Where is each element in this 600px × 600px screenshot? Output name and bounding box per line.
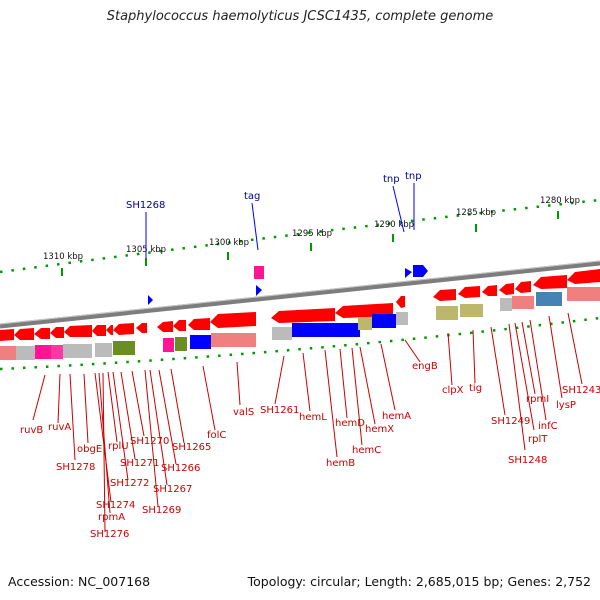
forward-labels: SH1268 tag tnp tnp: [126, 171, 422, 211]
gene-label: SH1265: [172, 442, 211, 453]
forward-genes: [148, 265, 428, 305]
gene-arrow: [210, 312, 256, 328]
gene-arrow: [0, 329, 14, 341]
gene-arrow: [515, 281, 531, 293]
gene-arrow: [34, 328, 50, 339]
gene-label: hemB: [326, 458, 355, 469]
gene-label: tig: [469, 383, 482, 394]
gene-label: SH1278: [56, 462, 95, 473]
gene-arrow: [567, 269, 600, 284]
gene-label: rpmA: [98, 512, 125, 523]
forward-label-leaders: [145, 183, 415, 258]
genome-summary-text: Topology: circular; Length: 2,685,015 bp…: [247, 574, 591, 589]
scale-ticks: [61, 211, 559, 276]
reverse-labels: ruvB ruvA SH1278 obgE SH1274 rpmA SH1276…: [20, 361, 600, 540]
gene-arrow: [148, 295, 153, 305]
gene-label: SH1271: [120, 458, 159, 469]
gene-arrow: [433, 289, 456, 301]
scale-labels: 1310 kbp 1305 kbp 1300 kbp 1295 kbp 1290…: [43, 196, 580, 262]
gene-arrow: [173, 320, 186, 331]
gene-label: hemA: [382, 411, 411, 422]
map-title: Staphylococcus haemolyticus JCSC1435, co…: [106, 9, 494, 24]
gene-label: engB: [412, 361, 438, 372]
gene-label: ruvB: [20, 425, 43, 436]
gene-arrow: [533, 275, 567, 289]
reverse-genes: [0, 269, 600, 341]
reverse-label-leaders: [32, 312, 583, 533]
gene-arrow: [499, 283, 514, 295]
gene-label: SH1261: [260, 405, 299, 416]
gene-label: SH1274: [96, 500, 135, 511]
gene-arrow: [106, 325, 113, 335]
gene-label: SH1249: [491, 416, 530, 427]
gene-label: tnp: [383, 174, 400, 185]
gene-arrow: [256, 285, 262, 296]
gene-arrow: [482, 285, 497, 296]
gene-label: SH1272: [110, 478, 149, 489]
gene-label: hemD: [335, 418, 365, 429]
gene-arrow: [50, 327, 64, 338]
gene-label: hemX: [365, 424, 394, 435]
scale-arc-outer: [0, 198, 600, 274]
gene-arrow: [271, 308, 335, 323]
gene-label: lysP: [556, 400, 576, 411]
gene-arrow: [157, 321, 173, 332]
gene-arrow: [136, 323, 147, 333]
gene-label: hemC: [352, 445, 381, 456]
gene-arrow: [458, 286, 480, 298]
gene-label: hemL: [299, 412, 327, 423]
gene-label: valS: [233, 407, 254, 418]
gene-label: infC: [538, 421, 558, 432]
gene-label: rplT: [528, 434, 548, 445]
gene-arrow: [405, 268, 412, 278]
scale-label: 1285 kbp: [456, 208, 496, 218]
gene-arrow: [113, 323, 134, 335]
gene-arrow: [64, 325, 92, 337]
gene-label: SH1248: [508, 455, 547, 466]
gene-arrow: [396, 296, 405, 308]
accession-text: Accession: NC_007168: [8, 574, 151, 589]
scale-label: 1310 kbp: [43, 252, 83, 262]
gene-label: folC: [207, 430, 226, 441]
cog-boxes: [0, 287, 600, 360]
genome-backbone: [0, 260, 600, 329]
scale-label: 1295 kbp: [292, 229, 332, 239]
gene-arrow: [14, 328, 34, 340]
scale-label: 1300 kbp: [209, 238, 249, 248]
gene-label: SH1267: [153, 484, 192, 495]
gene-label: rpmI: [526, 394, 549, 405]
cog-box: [254, 266, 264, 279]
scale-label: 1280 kbp: [540, 196, 580, 206]
gene-label: tnp: [405, 171, 422, 182]
gene-label: SH1243: [562, 385, 600, 396]
gene-label: ruvA: [48, 422, 71, 433]
gene-label: SH1276: [90, 529, 129, 540]
gene-arrow: [188, 318, 210, 330]
gene-label: tag: [244, 191, 260, 202]
scale-label: 1290 kbp: [374, 220, 414, 230]
gene-label: SH1270: [130, 436, 169, 447]
gene-label: rplU: [108, 441, 129, 452]
gene-arrow: [92, 325, 106, 336]
gene-label: SH1269: [142, 505, 181, 516]
gene-label: SH1268: [126, 200, 165, 211]
gene-label: clpX: [442, 385, 464, 396]
gene-label: obgE: [77, 444, 102, 455]
gene-arrow: [413, 265, 428, 277]
gene-label: SH1266: [161, 463, 200, 474]
genome-backbone-highlight: [0, 260, 600, 325]
